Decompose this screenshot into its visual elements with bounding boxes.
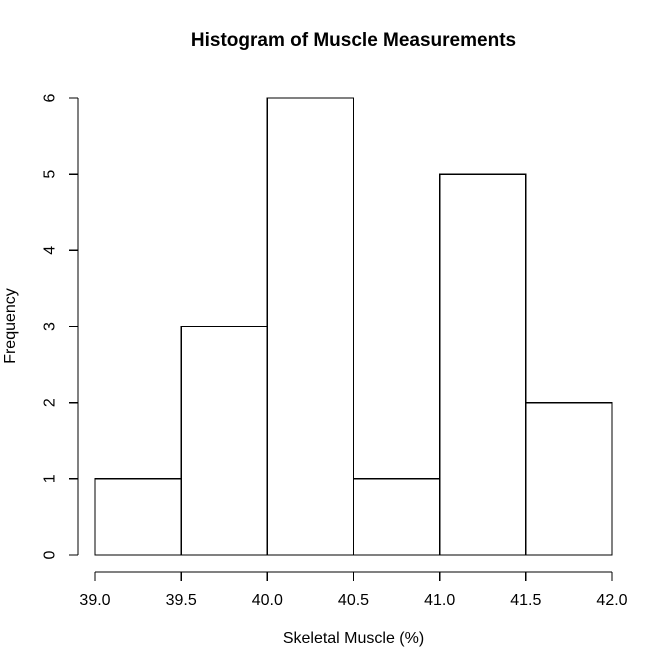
- histogram-bar: [94, 478, 182, 556]
- histogram-bar: [352, 478, 441, 556]
- y-tick-label: 5: [42, 170, 59, 179]
- histogram-bar: [525, 402, 613, 556]
- histogram-bar: [266, 97, 355, 556]
- chart-title: Histogram of Muscle Measurements: [190, 30, 517, 51]
- x-tick-label: 41.0: [424, 592, 455, 609]
- x-axis-title: Skeletal Muscle (%): [282, 630, 425, 647]
- histogram-bar: [180, 325, 268, 556]
- x-tick-label: 39.0: [79, 592, 110, 609]
- x-tick-label: 40.0: [252, 592, 283, 609]
- x-tick-label: 42.0: [596, 592, 627, 609]
- y-tick-label: 6: [42, 93, 59, 102]
- histogram-bar: [439, 173, 527, 556]
- x-tick-label: 39.5: [166, 592, 197, 609]
- x-tick-label: 41.5: [510, 592, 541, 609]
- y-tick-label: 4: [42, 246, 59, 255]
- y-tick-label: 0: [42, 550, 59, 559]
- x-tick-label: 40.5: [338, 592, 369, 609]
- y-tick-label: 2: [42, 398, 59, 407]
- y-tick-label: 3: [42, 322, 59, 331]
- y-tick-label: 1: [42, 474, 59, 483]
